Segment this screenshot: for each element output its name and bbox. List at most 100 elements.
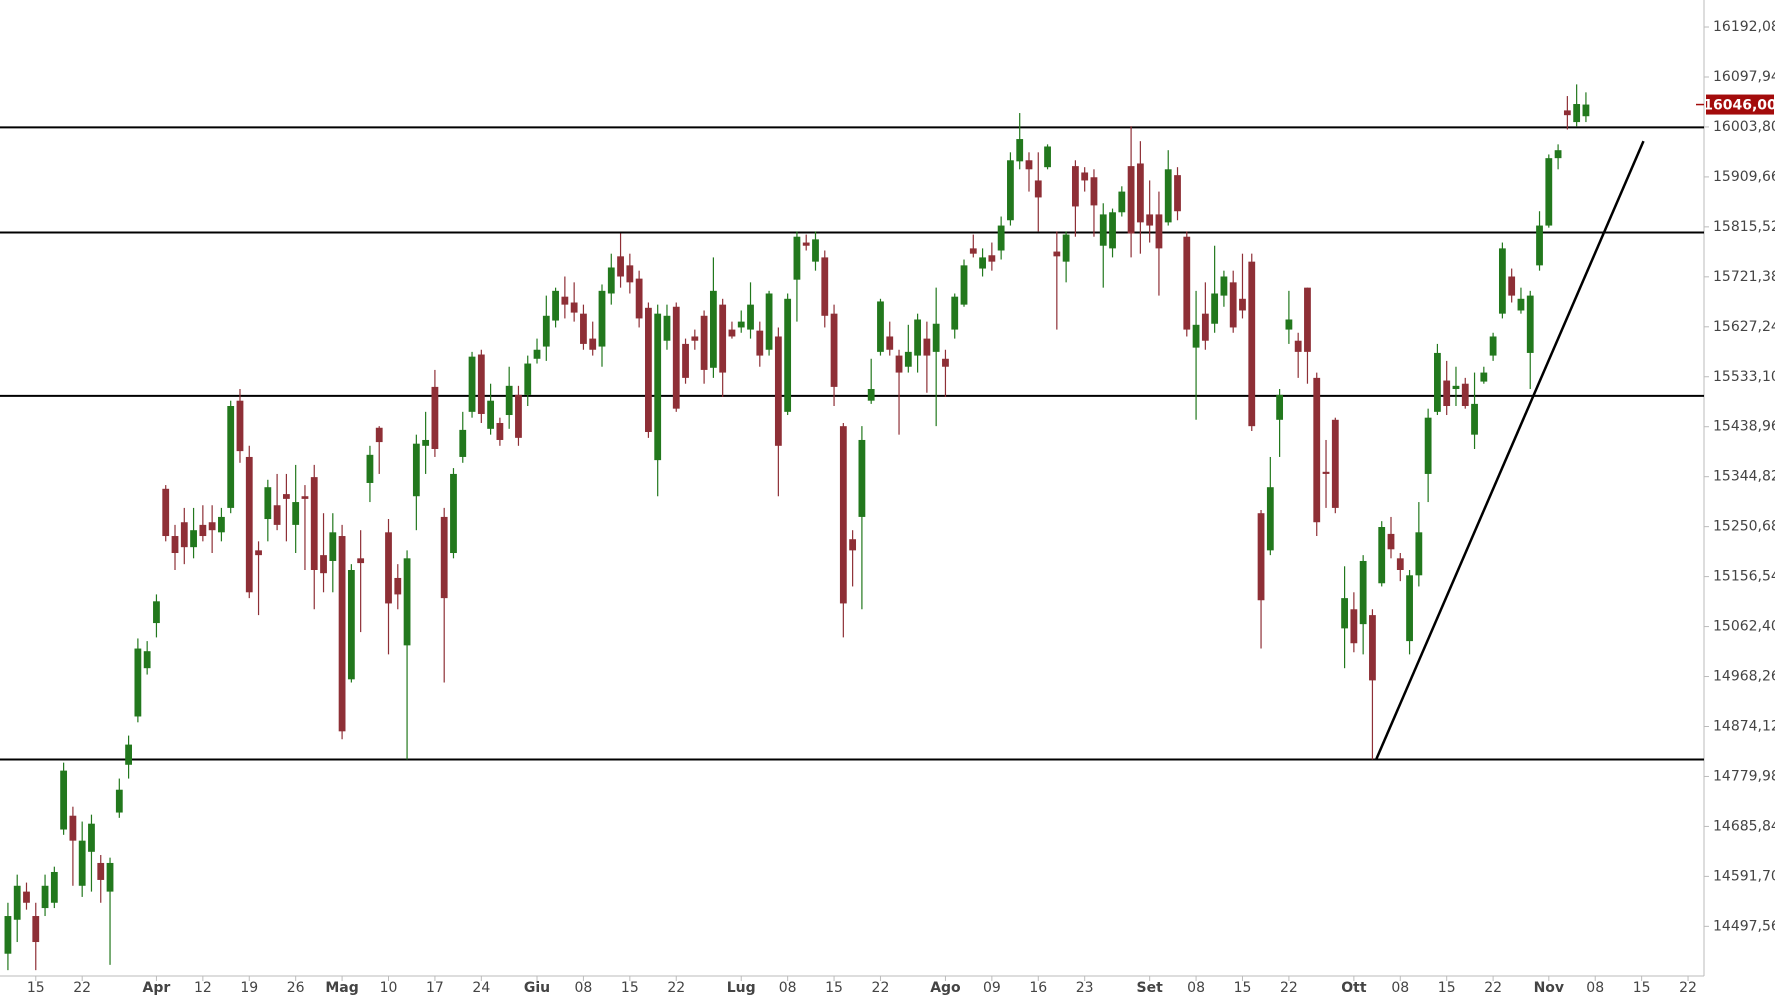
x-tick-label: Giu [524,980,550,996]
candle-body [1211,293,1219,324]
candle-body [709,290,717,368]
candle-body [1081,172,1089,181]
candle-body [236,400,244,452]
candle-body [886,336,894,350]
candle-body [422,439,430,446]
candle-body [719,304,727,373]
candle-body [1183,236,1191,330]
candle-body [923,338,931,356]
candle-body [663,315,671,341]
candle-body [115,789,123,813]
candle-body [942,358,949,367]
candle-body [1136,163,1144,223]
candle-body [765,293,773,350]
x-tick-label: 12 [194,980,212,996]
candle-body [1415,532,1423,576]
candle-body [821,257,829,316]
candle-body [143,651,151,669]
candle-body [477,354,485,414]
candle-body [1331,419,1339,508]
candle-body [877,301,884,352]
candle-body [672,306,680,409]
candle-body [255,550,262,556]
candle-body [273,505,281,525]
candle-body [598,290,606,347]
candle-body [580,313,587,344]
x-tick-label: 22 [1679,980,1697,996]
candle-body [1201,313,1209,341]
x-tick-label: 15 [1234,980,1252,996]
candle-body [932,323,940,352]
candle-body [496,422,504,440]
x-tick-label: 17 [426,980,444,996]
candle-body [839,426,847,604]
x-tick-label: 08 [1391,980,1409,996]
candle-body [607,267,615,294]
candle-body [700,315,708,370]
candle-body [645,307,652,433]
candle-body [1359,560,1367,625]
candle-body [654,313,662,461]
candle-body [756,330,764,356]
candle-body [635,278,643,319]
y-tick-label: 15250,68 [1713,519,1775,535]
candle-body [542,315,550,347]
candle-body [979,257,986,269]
candle-body [1016,139,1024,162]
candle-body [468,356,476,412]
candle-body [524,363,532,395]
y-tick-label: 14685,84 [1713,818,1775,834]
candle-body [1146,214,1154,226]
candle-body [561,296,569,305]
candle-body [849,539,857,551]
candle-body [1471,403,1478,435]
candle-body [1266,487,1274,551]
y-tick-label: 14779,98 [1713,768,1775,784]
candle-body [459,429,467,457]
candle-body [1554,150,1562,159]
candle-body [1025,160,1033,170]
y-tick-label: 15815,52 [1713,219,1775,235]
x-tick-label: 15 [1633,980,1651,996]
candle-body [1127,166,1135,234]
y-tick-label: 15627,24 [1713,319,1775,335]
candle-body [1174,175,1181,212]
candle-body [162,488,170,537]
x-tick-label: 08 [1586,980,1604,996]
candle-body [329,532,337,561]
candle-body [552,290,559,321]
candle-body [1517,298,1525,311]
candle-body [867,389,875,401]
candle-body [97,862,105,880]
candle-body [784,298,792,412]
candle-body [1099,214,1107,246]
x-tick-label: 15 [1438,980,1456,996]
candle-body [4,916,12,954]
candle-body [737,321,745,328]
x-tick-label: 10 [380,980,398,996]
candle-body [1285,319,1293,330]
candle-body [50,871,58,903]
candle-body [617,256,624,277]
candle-body [347,569,355,680]
candle-body [125,744,132,765]
last-price-box [1706,94,1774,115]
x-tick-label: Nov [1534,980,1564,996]
candle-body [774,336,782,446]
x-tick-label: 08 [575,980,593,996]
candle-body [895,355,903,373]
candle-body [802,242,810,246]
candle-body [1034,180,1042,198]
candle-body [1545,158,1553,226]
y-tick-label: 14968,26 [1713,669,1775,685]
candle-body [385,532,392,604]
candle-body [403,558,411,646]
y-tick-label: 15909,66 [1713,169,1775,185]
candle-body [1573,104,1581,123]
x-tick-label: 08 [779,980,797,996]
candle-body [1350,609,1358,644]
candle-body [13,885,21,920]
candle-body [1090,177,1098,206]
